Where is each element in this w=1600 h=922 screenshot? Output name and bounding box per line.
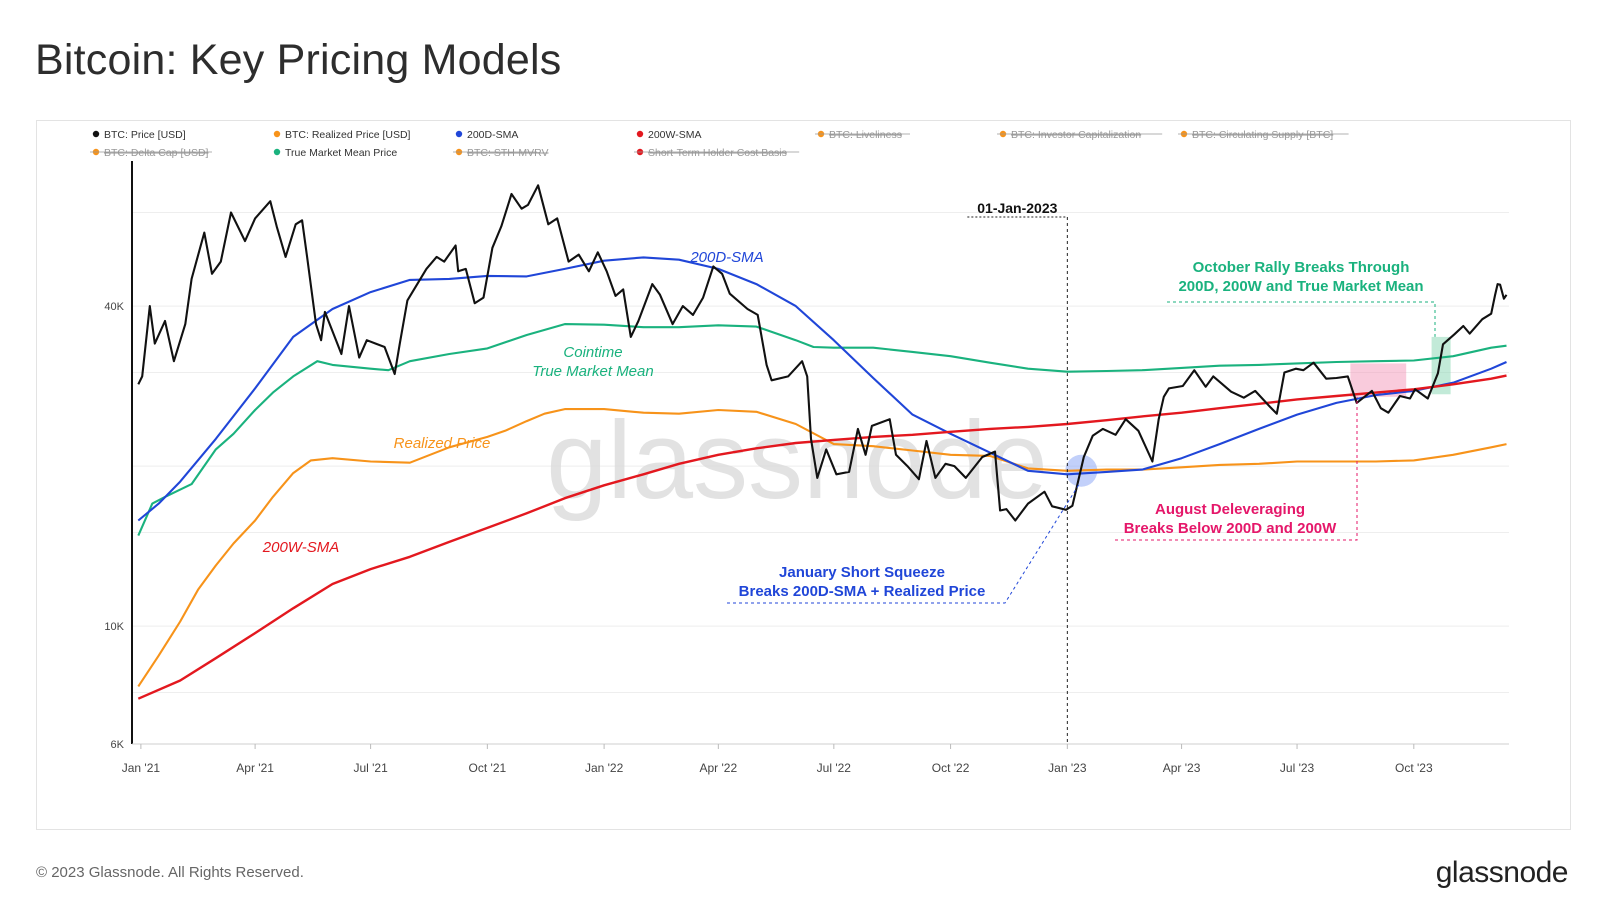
- legend-label: BTC: Price [USD]: [104, 129, 186, 141]
- legend-label: True Market Mean Price: [285, 147, 397, 159]
- x-tick-label: Jul '22: [817, 761, 852, 775]
- legend-swatch: [92, 130, 100, 138]
- chart-svg: BTC: Price [USD] BTC: Realized Price [USD…: [90, 129, 1509, 775]
- copyright-footer: © 2023 Glassnode. All Rights Reserved.: [36, 864, 304, 881]
- callout-text: Breaks Below 200D and 200W: [1124, 520, 1337, 537]
- x-tick-label: Oct '21: [469, 761, 507, 775]
- legend-item[interactable]: True Market Mean Price: [273, 147, 398, 159]
- callout-text: October Rally Breaks Through: [1193, 259, 1410, 276]
- callout-leader-october: [1167, 301, 1436, 337]
- series-lines: [137, 184, 1508, 700]
- callout-text: Breaks 200D-SMA + Realized Price: [739, 583, 986, 600]
- series-annotation-label: Realized Price: [394, 435, 491, 452]
- legend-swatch: [273, 130, 281, 138]
- series-line-sma200d: [137, 256, 1507, 522]
- legend-item[interactable]: 200D-SMA: [455, 129, 519, 141]
- annotations: 01-Jan-2023 200D-SMA Cointime True Market M…: [262, 200, 1436, 744]
- watermark: glassnode: [546, 399, 1048, 522]
- x-tick-label: Apr '21: [236, 761, 274, 775]
- axes: 6K 10K 40K Jan '21 Apr '21 Jul '21 Oct '21 Jan …: [104, 161, 1509, 775]
- legend-item[interactable]: BTC: Delta Cap [USD]: [90, 147, 212, 159]
- x-tick-label: Apr '23: [1163, 761, 1201, 775]
- legend-item[interactable]: BTC: Circulating Supply [BTC]: [1178, 129, 1349, 141]
- legend-swatch: [273, 148, 281, 156]
- y-tick-label: 6K: [111, 739, 125, 751]
- legend-item[interactable]: BTC: Price [USD]: [92, 129, 186, 141]
- legend-item[interactable]: BTC: Realized Price [USD]: [273, 129, 411, 141]
- legend-label: BTC: Circulating Supply [BTC]: [1192, 129, 1333, 141]
- legend-swatch: [636, 130, 644, 138]
- callout-text: 200D, 200W and True Market Mean: [1178, 278, 1423, 295]
- series-annotation-label: 200D-SMA: [689, 249, 763, 266]
- legend-label: 200D-SMA: [467, 129, 518, 141]
- legend-label: BTC: Liveliness: [829, 129, 902, 141]
- series-annotation-label: Cointime: [563, 344, 622, 361]
- x-tick-label: Oct '23: [1395, 761, 1433, 775]
- series-annotation-label: 200W-SMA: [262, 539, 339, 556]
- legend-label: BTC: Investor Capitalization: [1011, 129, 1141, 141]
- legend-label: BTC: Delta Cap [USD]: [104, 147, 209, 159]
- series-line-price: [137, 184, 1508, 522]
- x-tick-label: Apr '22: [700, 761, 738, 775]
- x-tick-label: Oct '22: [932, 761, 970, 775]
- legend-label: BTC: STH-MVRV: [467, 147, 548, 159]
- date-marker-label: 01-Jan-2023: [977, 200, 1057, 216]
- legend-item[interactable]: 200W-SMA: [636, 129, 702, 141]
- legend-label: Short-Term Holder Cost Basis: [648, 147, 787, 159]
- legend-item[interactable]: Short-Term Holder Cost Basis: [634, 147, 800, 159]
- series-line-tmm: [137, 323, 1507, 537]
- callout-text: August Deleveraging: [1155, 501, 1305, 518]
- series-annotation-label: True Market Mean: [532, 363, 653, 380]
- glassnode-logo: glassnode: [1435, 856, 1569, 889]
- chart-panel: BTC: Price [USD] BTC: Realized Price [USD…: [36, 120, 1571, 830]
- legend-item[interactable]: BTC: Liveliness: [815, 129, 910, 141]
- legend-label: 200W-SMA: [648, 129, 702, 141]
- legend-swatch: [455, 130, 463, 138]
- x-tick-label: Jan '23: [1048, 761, 1087, 775]
- series-line-realized: [137, 408, 1507, 687]
- legend-item[interactable]: BTC: STH-MVRV: [453, 147, 548, 159]
- series-line-sma200w: [137, 374, 1507, 700]
- callout-leader-august: [1115, 396, 1358, 541]
- legend-item[interactable]: BTC: Investor Capitalization: [997, 129, 1163, 141]
- x-tick-label: Jan '22: [585, 761, 624, 775]
- legend: BTC: Price [USD] BTC: Realized Price [USD…: [90, 129, 1349, 159]
- y-tick-label: 40K: [104, 301, 124, 313]
- chart-title: Bitcoin: Key Pricing Models: [35, 36, 562, 84]
- callout-text: January Short Squeeze: [779, 564, 945, 581]
- legend-label: BTC: Realized Price [USD]: [285, 129, 411, 141]
- x-tick-label: Jan '21: [122, 761, 161, 775]
- y-tick-label: 10K: [104, 621, 124, 633]
- callout-leader-january: [727, 484, 1080, 604]
- x-tick-label: Jul '23: [1280, 761, 1315, 775]
- x-tick-label: Jul '21: [353, 761, 388, 775]
